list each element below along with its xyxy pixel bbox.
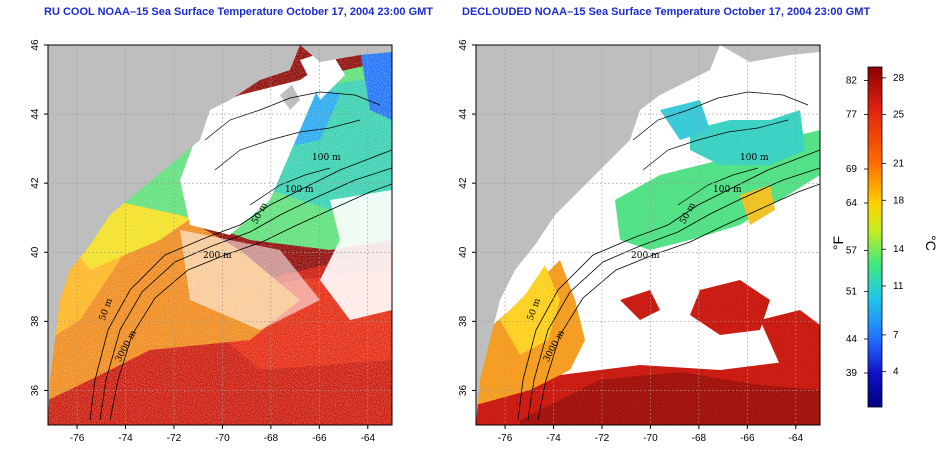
right-map-lon-tick-label: -64 xyxy=(789,433,804,444)
right-map-lon-tick-label: -74 xyxy=(546,433,561,444)
colorbar-fahrenheit-tick-label: 44 xyxy=(846,334,858,345)
left-map-lon-tick-label: -72 xyxy=(167,433,182,444)
colorbar-celsius-tick-label: 18 xyxy=(893,195,905,206)
left-map-panel: 100 m 100 m 50 m 200 m 50 m 3000 m -76 -7… xyxy=(30,39,393,444)
left-map-lon-tick-label: -64 xyxy=(361,433,376,444)
right-map-lon-tick-label: -66 xyxy=(740,433,755,444)
left-map-lon-tick-label: -76 xyxy=(70,433,85,444)
colorbar-celsius-tick-label: 25 xyxy=(893,110,905,121)
colorbar-celsius-tick-label: 21 xyxy=(893,159,905,170)
contour-label-100m-b: 100 m xyxy=(285,185,314,195)
right-map-lon-tick-label: -76 xyxy=(498,433,513,444)
left-map-axes: -76 -74 -72 -70 -68 -66 -64 46 44 42 40 38 36 xyxy=(30,39,392,444)
left-map-lat-tick-label: 40 xyxy=(30,246,41,258)
left-map-lat-tick-label: 38 xyxy=(30,315,41,327)
colorbar-celsius-tick-label: 28 xyxy=(893,73,905,84)
contour-label-100m-a: 100 m xyxy=(312,153,341,163)
left-map-lon-tick-label: -66 xyxy=(312,433,327,444)
colorbar-gradient xyxy=(867,66,883,408)
contour-label-100m-b-right: 100 m xyxy=(713,185,742,195)
colorbar-celsius-tick-label: 7 xyxy=(893,330,899,341)
colorbar-fahrenheit-tick-label: 77 xyxy=(846,110,858,121)
colorbar-ticks: 82 77 69 64 57 51 44 39 28 25 21 18 14 11 7 4 xyxy=(846,73,905,379)
colorbar-fahrenheit-tick-label: 51 xyxy=(846,286,858,297)
colorbar-fahrenheit-tick-label: 39 xyxy=(846,368,858,379)
colorbar: 82 77 69 64 57 51 44 39 28 25 21 18 14 11 7 4 °F °C xyxy=(830,66,939,408)
left-map-lat-tick-label: 42 xyxy=(30,177,41,189)
fahrenheit-unit-label: °F xyxy=(830,236,846,250)
right-map-lon-tick-label: -70 xyxy=(643,433,658,444)
left-map-lat-tick-label: 46 xyxy=(30,39,41,51)
colorbar-celsius-tick-label: 11 xyxy=(893,281,904,292)
right-map-lon-tick-label: -72 xyxy=(595,433,610,444)
right-map-lat-tick-label: 44 xyxy=(458,108,469,120)
right-map-axes: -76 -74 -72 -70 -68 -66 -64 46 44 42 40 38 36 xyxy=(458,39,820,444)
right-map-lat-tick-label: 46 xyxy=(458,39,469,51)
colorbar-fahrenheit-tick-label: 69 xyxy=(846,164,858,175)
contour-label-200m: 200 m xyxy=(203,251,232,261)
left-map-lon-tick-label: -68 xyxy=(264,433,279,444)
right-map-title: DECLOUDED NOAA–15 Sea Surface Temperatur… xyxy=(462,6,871,18)
left-map-lat-tick-label: 36 xyxy=(30,384,41,396)
contour-label-100m-a-right: 100 m xyxy=(740,153,769,163)
left-map-lon-tick-label: -70 xyxy=(215,433,230,444)
left-map-title: RU COOL NOAA–15 Sea Surface Temperature … xyxy=(44,6,434,18)
right-map-lat-tick-label: 40 xyxy=(458,246,469,258)
right-map-lat-tick-label: 38 xyxy=(458,315,469,327)
right-sst-field xyxy=(476,45,820,425)
right-map-lat-tick-label: 42 xyxy=(458,177,469,189)
colorbar-fahrenheit-tick-label: 57 xyxy=(846,246,858,257)
left-sst-field xyxy=(48,45,392,425)
contour-label-200m-right: 200 m xyxy=(631,251,660,261)
colorbar-fahrenheit-tick-label: 64 xyxy=(846,198,858,209)
left-map-lat-tick-label: 44 xyxy=(30,108,41,120)
right-map-lon-tick-label: -68 xyxy=(692,433,707,444)
celsius-unit-label: °C xyxy=(923,235,939,251)
left-map-lon-tick-label: -74 xyxy=(118,433,133,444)
colorbar-celsius-tick-label: 14 xyxy=(893,244,905,255)
colorbar-celsius-tick-label: 4 xyxy=(893,367,899,378)
colorbar-fahrenheit-tick-label: 82 xyxy=(846,76,858,87)
right-map-lat-tick-label: 36 xyxy=(458,384,469,396)
right-map-panel: 100 m 100 m 50 m 200 m 50 m 3000 m -76 -7… xyxy=(458,39,821,444)
